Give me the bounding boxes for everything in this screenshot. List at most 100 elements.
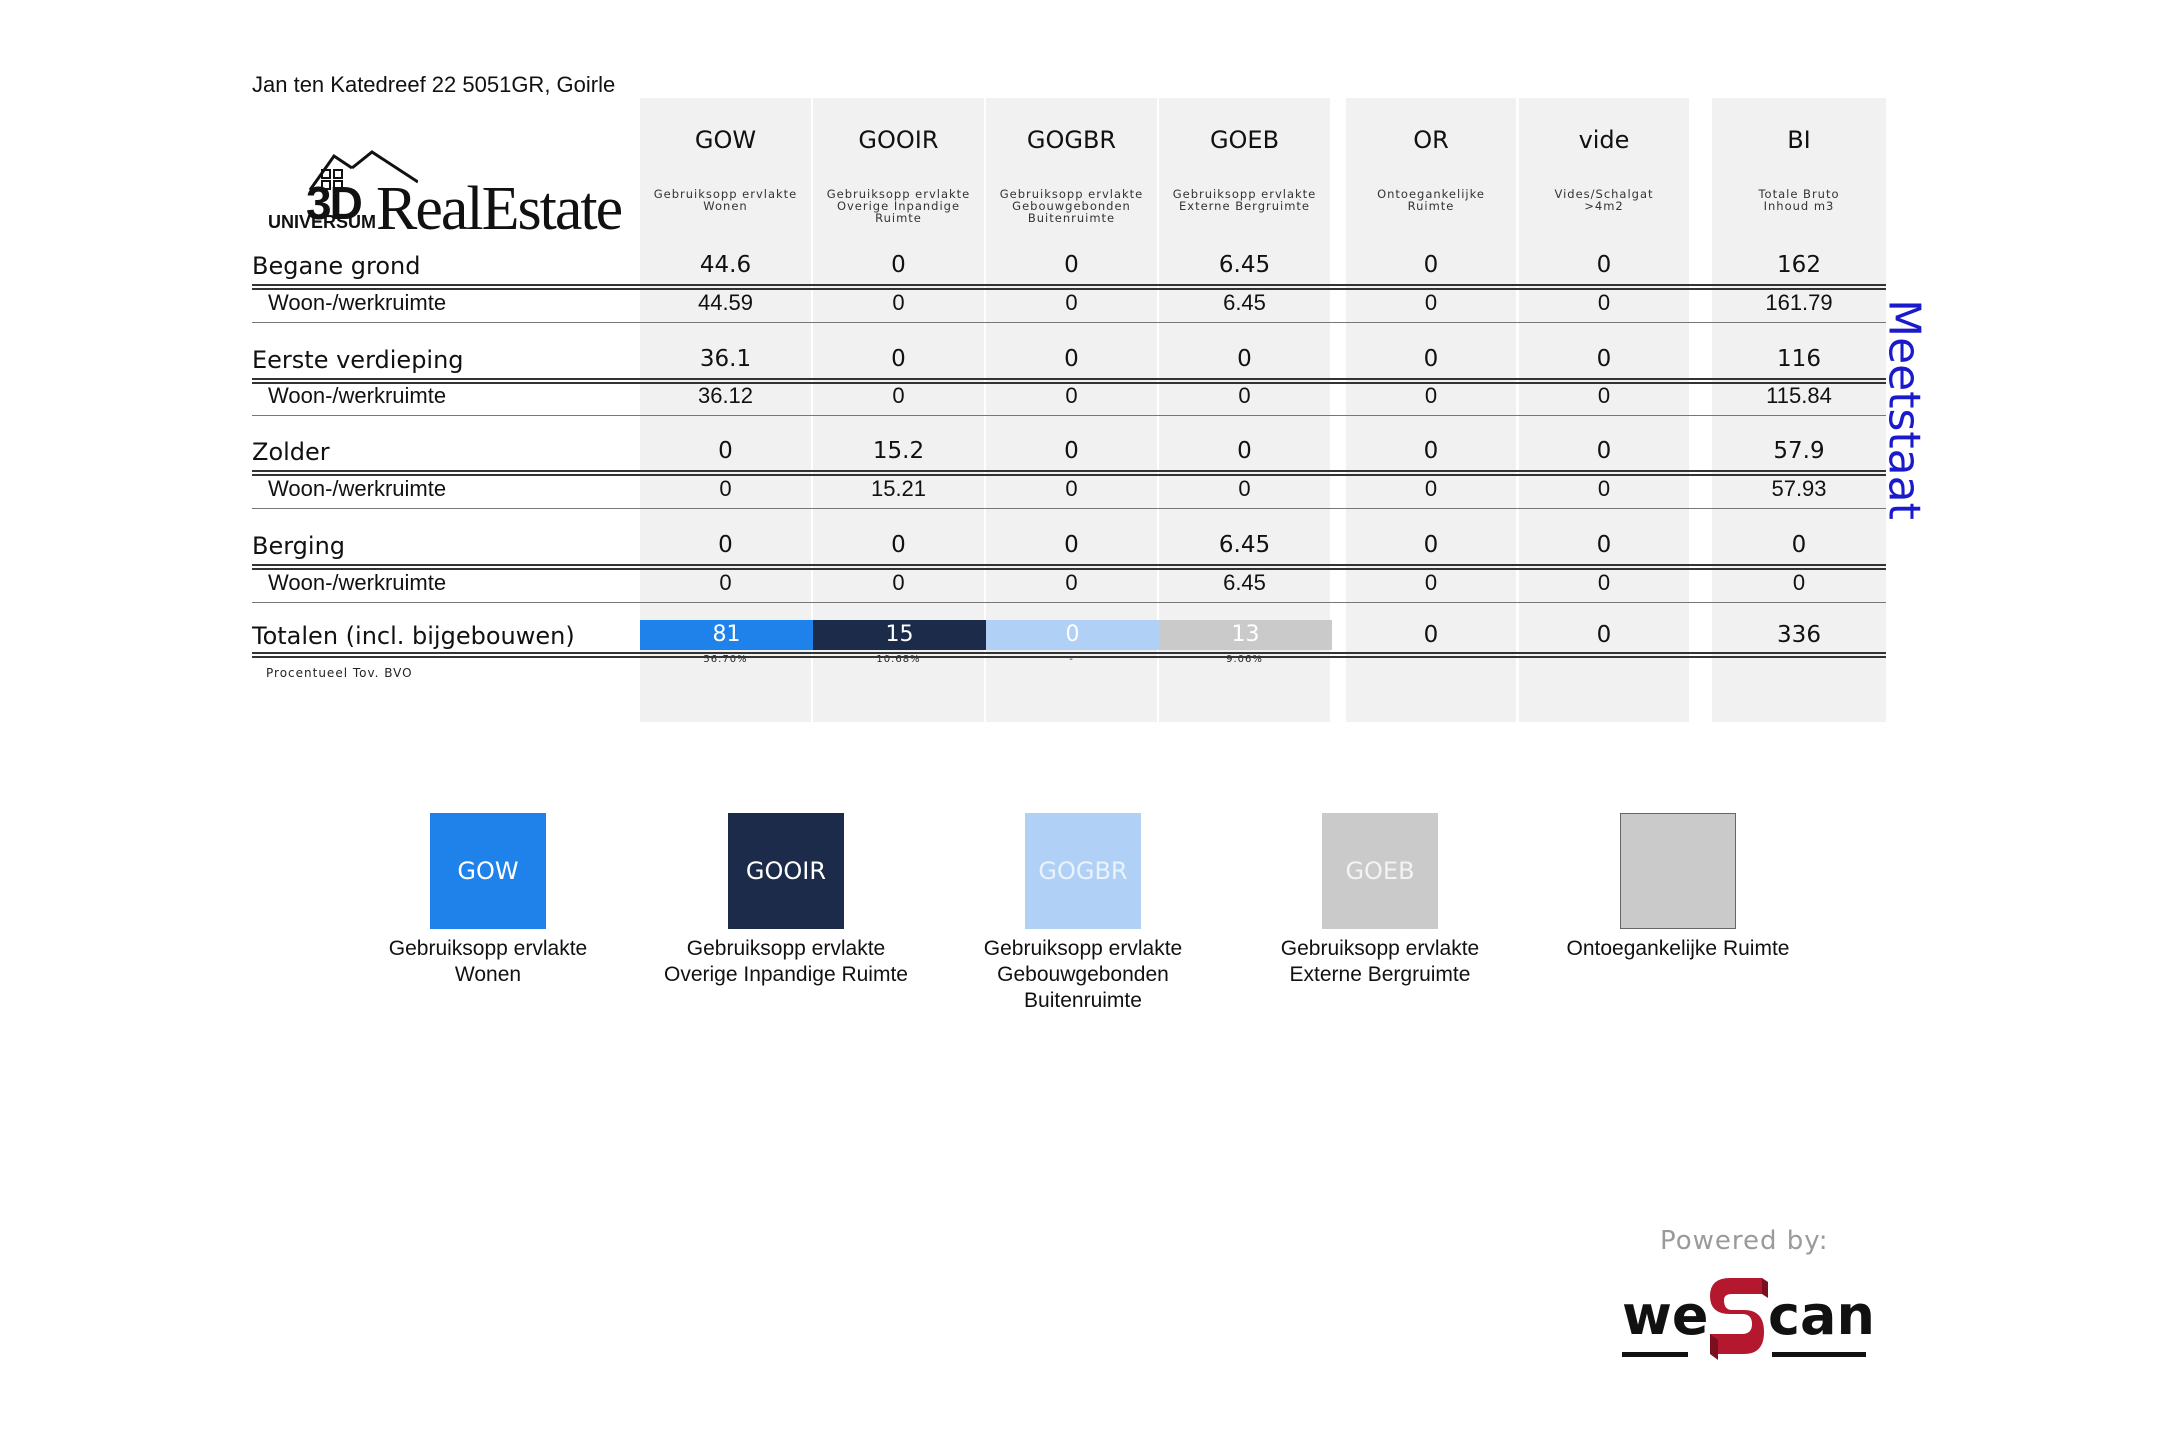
- column-description-gow: Gebruiksopp ervlakte: [653, 187, 798, 201]
- column-header-gogbr: GOGBR: [1026, 126, 1117, 154]
- legend-label: Gebruiksopp ervlakte: [1280, 937, 1480, 960]
- table-cell-gow: 0: [719, 570, 732, 595]
- legend-swatch-gogbr: GOGBR: [1025, 813, 1141, 929]
- total-percentage-gogbr: -: [1069, 654, 1074, 665]
- table-cell-or: 0: [1423, 532, 1439, 558]
- legend-swatch-goeb: GOEB: [1322, 813, 1438, 929]
- powered-by-label: Powered by:: [1660, 1226, 1829, 1256]
- table-cell-vide: 0: [1597, 383, 1611, 408]
- table-cell-gogbr: 0: [1064, 532, 1079, 558]
- table-cell-or: 0: [1424, 476, 1438, 501]
- total-percentage-gow: 56.70%: [703, 654, 748, 665]
- table-cell-gow: 0: [719, 476, 732, 501]
- total-percentage-gooir: 10.68%: [876, 654, 921, 665]
- address: Jan ten Katedreef 22 5051GR, Goirle: [252, 72, 616, 97]
- floor-row-label: Begane grond: [252, 252, 421, 280]
- legend-swatch-or: [1620, 813, 1736, 929]
- table-cell-bi: 57.93: [1771, 476, 1827, 501]
- column-description-gooir: Ruimte: [875, 211, 922, 225]
- legend-label: Overige Inpandige Ruimte: [664, 963, 908, 986]
- wescan-s-icon: [1710, 1278, 1768, 1360]
- table-cell-gooir: 0: [891, 252, 906, 278]
- total-percentage-goeb: 9.06%: [1226, 654, 1263, 665]
- column-header-vide: vide: [1578, 126, 1630, 154]
- row-divider: [252, 382, 1886, 384]
- table-cell-gogbr: 0: [1065, 476, 1078, 501]
- column-header-gooir: GOOIR: [858, 126, 939, 154]
- table-cell-bi: 0: [1792, 570, 1806, 595]
- row-divider: [252, 568, 1886, 570]
- table-cell-or: 0: [1423, 252, 1439, 278]
- table-cell-vide: 0: [1596, 252, 1612, 278]
- column-header-gow: GOW: [694, 126, 757, 154]
- total-bar-goeb: 13: [1159, 620, 1332, 650]
- wescan-logo-can: can: [1768, 1284, 1875, 1347]
- column-description-gooir: Gebruiksopp ervlakte: [826, 187, 971, 201]
- row-divider: [252, 415, 1886, 416]
- sub-row-label: Woon-/werkruimte: [268, 383, 447, 408]
- column-background-gogbr: [986, 98, 1157, 722]
- legend-label: Gebruiksopp ervlakte: [388, 937, 588, 960]
- column-background-gooir: [813, 98, 984, 722]
- legend-label: Gebruiksopp ervlakte: [983, 937, 1183, 960]
- table-cell-or: 0: [1424, 570, 1438, 595]
- floor-row-label: Eerste verdieping: [252, 346, 464, 374]
- table-cell-gooir: 0: [892, 290, 905, 315]
- table-cell-gooir: 0: [891, 346, 906, 372]
- table-cell-gogbr: 0: [1064, 252, 1079, 278]
- sub-row-label: Woon-/werkruimte: [268, 290, 447, 315]
- row-divider: [252, 322, 1886, 323]
- table-cell-gow: 0: [718, 532, 733, 558]
- column-description-goeb: Gebruiksopp ervlakte: [1172, 187, 1317, 201]
- column-description-bi: Totale Bruto: [1758, 187, 1840, 201]
- legend-swatch-gow: GOW: [430, 813, 546, 929]
- row-divider: [252, 284, 1886, 286]
- table-cell-gooir: 15.21: [870, 476, 927, 501]
- table-cell-gogbr: 0: [1065, 290, 1078, 315]
- column-description-bi: Inhoud m3: [1763, 199, 1835, 213]
- column-description-gooir: Overige Inpandige: [836, 199, 961, 213]
- sub-row-label: Woon-/werkruimte: [268, 570, 447, 595]
- table-cell-bi: 0: [1791, 532, 1807, 558]
- table-cell-gogbr: 0: [1065, 570, 1078, 595]
- total-bar-gogbr: 0: [986, 620, 1159, 650]
- table-cell-gooir: 0: [892, 383, 905, 408]
- sub-row-label: Woon-/werkruimte: [268, 476, 447, 501]
- table-cell-gooir: 0: [891, 532, 906, 558]
- table-cell-goeb: 6.45: [1218, 532, 1271, 558]
- legend-label: Externe Bergruimte: [1289, 963, 1471, 986]
- table-cell-gow: 36.12: [697, 383, 754, 408]
- total-cell-bi: 336: [1777, 622, 1821, 648]
- legend-label: Wonen: [454, 963, 522, 986]
- legend-label: Gebouwgebonden: [997, 963, 1169, 986]
- column-header-or: OR: [1413, 126, 1449, 154]
- percentage-note: Procentueel Tov. BVO: [266, 666, 413, 680]
- table-cell-gogbr: 0: [1064, 438, 1079, 464]
- totals-row-label: Totalen (incl. bijgebouwen): [252, 622, 575, 650]
- column-description-gogbr: Gebruiksopp ervlakte: [999, 187, 1144, 201]
- table-cell-or: 0: [1424, 290, 1438, 315]
- table-cell-gooir: 0: [892, 570, 905, 595]
- 3d-universum-real-estate-logo: 3D UNIVERSUM RealEstate: [264, 148, 624, 243]
- row-divider: [252, 602, 1886, 603]
- row-divider: [252, 508, 1886, 509]
- side-title-text: Meetstaat: [1878, 299, 1930, 520]
- table-cell-bi: 57.9: [1773, 438, 1825, 464]
- table-cell-bi: 116: [1777, 346, 1821, 372]
- row-divider: [252, 470, 1886, 472]
- row-divider: [252, 474, 1886, 476]
- total-bar-gooir: 15: [813, 620, 986, 650]
- column-description-gogbr: Buitenruimte: [1027, 211, 1116, 225]
- floor-row-label: Zolder: [252, 438, 330, 466]
- table-cell-gow: 44.6: [699, 252, 752, 278]
- table-cell-bi: 161.79: [1765, 290, 1833, 315]
- row-divider: [252, 288, 1886, 290]
- column-background-gow: [640, 98, 811, 722]
- table-cell-goeb: 0: [1237, 346, 1252, 372]
- floor-row-label: Berging: [252, 532, 346, 560]
- column-background-or: [1346, 98, 1516, 722]
- column-description-or: Ontoegankelijke: [1377, 187, 1485, 201]
- column-description-gow: Wonen: [703, 199, 748, 213]
- table-cell-goeb: 6.45: [1218, 252, 1271, 278]
- row-divider: [252, 378, 1886, 380]
